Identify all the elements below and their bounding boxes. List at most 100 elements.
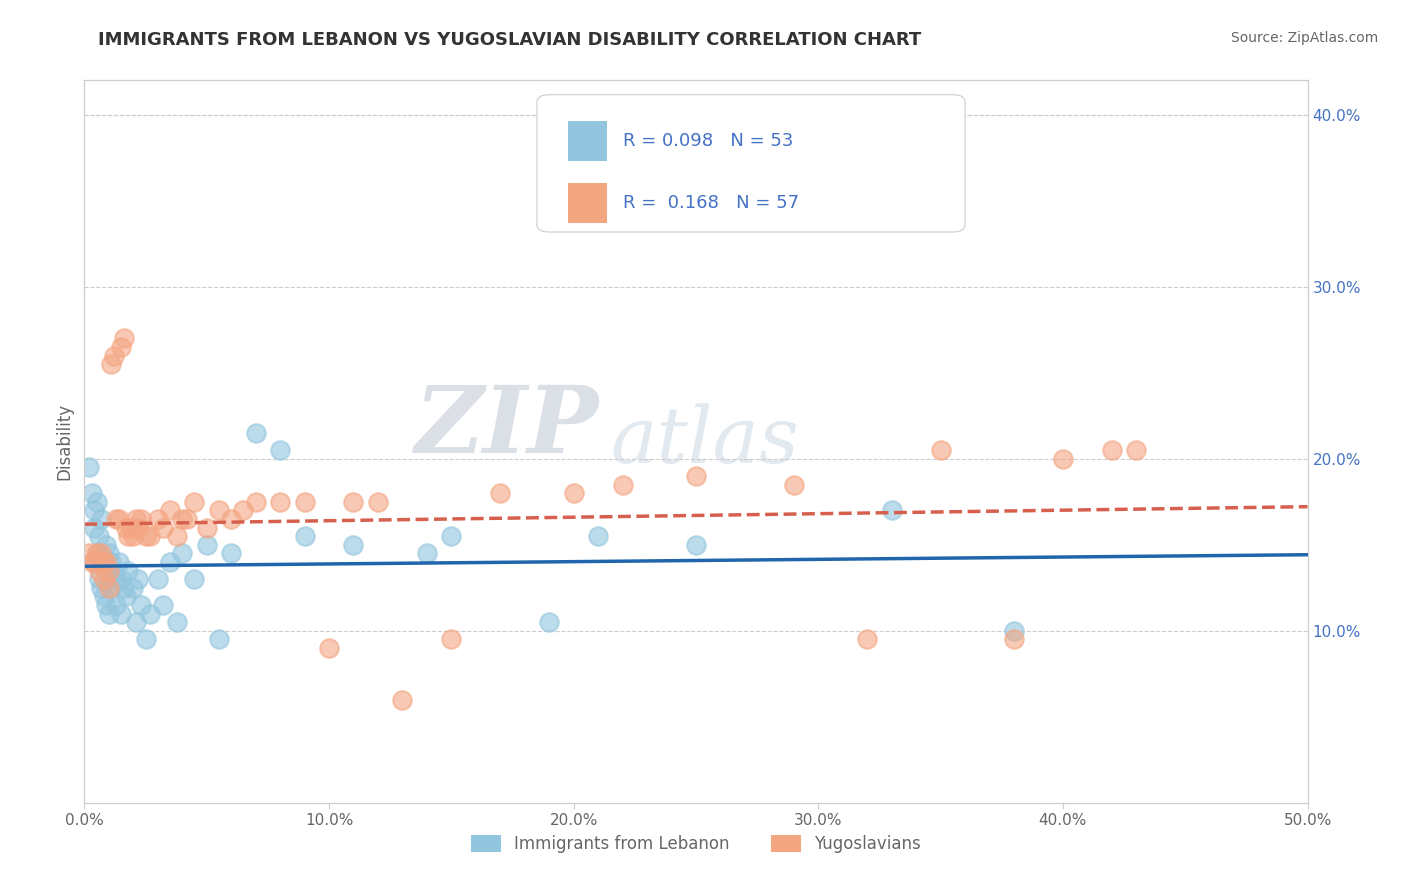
Point [195,538,218,552]
Text: R = 0.098   N = 53: R = 0.098 N = 53 [623,132,793,150]
Point [152,598,174,612]
Point [107,555,129,569]
Point [125,615,148,630]
Point [219,512,242,526]
Point [96,538,118,552]
Point [612,477,634,491]
Legend: Immigrants from Lebanon, Yugoslavians: Immigrants from Lebanon, Yugoslavians [464,828,928,860]
Point [146,512,169,526]
Point [183,494,205,508]
Point [294,494,316,508]
Point [125,512,148,526]
Point [489,486,512,500]
Point [146,572,169,586]
Point [139,529,162,543]
Point [115,590,138,604]
Text: R =  0.168   N = 57: R = 0.168 N = 57 [623,194,799,211]
Point [159,503,181,517]
Point [100,357,122,371]
Point [391,692,413,706]
Text: IMMIGRANTS FROM LEBANON VS YUGOSLAVIAN DISABILITY CORRELATION CHART: IMMIGRANTS FROM LEBANON VS YUGOSLAVIAN D… [98,31,922,49]
Point [93,572,115,586]
Point [538,615,561,630]
Point [440,632,463,647]
Point [117,564,139,578]
Point [96,598,118,612]
Point [440,529,463,543]
Point [96,555,118,569]
Point [294,529,316,543]
Point [183,572,205,586]
Point [100,555,122,569]
Point [112,331,135,345]
Point [107,512,129,526]
Point [87,555,110,569]
Point [112,581,135,595]
Point [159,555,181,569]
Point [562,486,585,500]
Point [90,512,112,526]
Point [1125,443,1147,458]
Point [87,572,110,586]
Point [110,572,132,586]
Point [115,520,138,534]
FancyBboxPatch shape [568,121,606,161]
Point [87,564,110,578]
Point [87,529,110,543]
Point [166,529,188,543]
Text: atlas: atlas [610,403,799,480]
Point [416,546,439,560]
FancyBboxPatch shape [568,183,606,222]
Point [120,520,142,534]
Point [110,340,132,354]
Point [176,512,198,526]
Point [90,581,112,595]
Point [135,632,157,647]
Point [219,546,242,560]
Point [139,607,162,621]
Point [172,512,194,526]
Point [367,494,389,508]
FancyBboxPatch shape [537,95,965,232]
Point [105,598,128,612]
Point [1101,443,1123,458]
Point [86,546,108,560]
Point [80,486,103,500]
Point [195,520,218,534]
Point [269,443,291,458]
Point [93,555,115,569]
Point [97,564,120,578]
Point [342,538,364,552]
Point [783,477,806,491]
Point [152,520,174,534]
Point [105,512,128,526]
Point [86,546,108,560]
Point [97,607,120,621]
Y-axis label: Disability: Disability [55,403,73,480]
Point [83,503,105,517]
Point [90,546,112,560]
Point [245,425,267,440]
Point [208,503,231,517]
Point [318,640,340,655]
Point [127,520,149,534]
Point [77,460,100,475]
Point [127,572,149,586]
Text: Source: ZipAtlas.com: Source: ZipAtlas.com [1230,31,1378,45]
Point [122,581,145,595]
Point [245,494,267,508]
Point [342,494,364,508]
Point [86,494,108,508]
Point [77,546,100,560]
Point [93,555,115,569]
Point [929,443,952,458]
Point [97,581,120,595]
Point [80,555,103,569]
Point [685,469,707,483]
Point [1002,624,1025,638]
Point [1002,632,1025,647]
Point [97,546,120,560]
Point [103,564,125,578]
Point [1052,451,1074,466]
Point [83,520,105,534]
